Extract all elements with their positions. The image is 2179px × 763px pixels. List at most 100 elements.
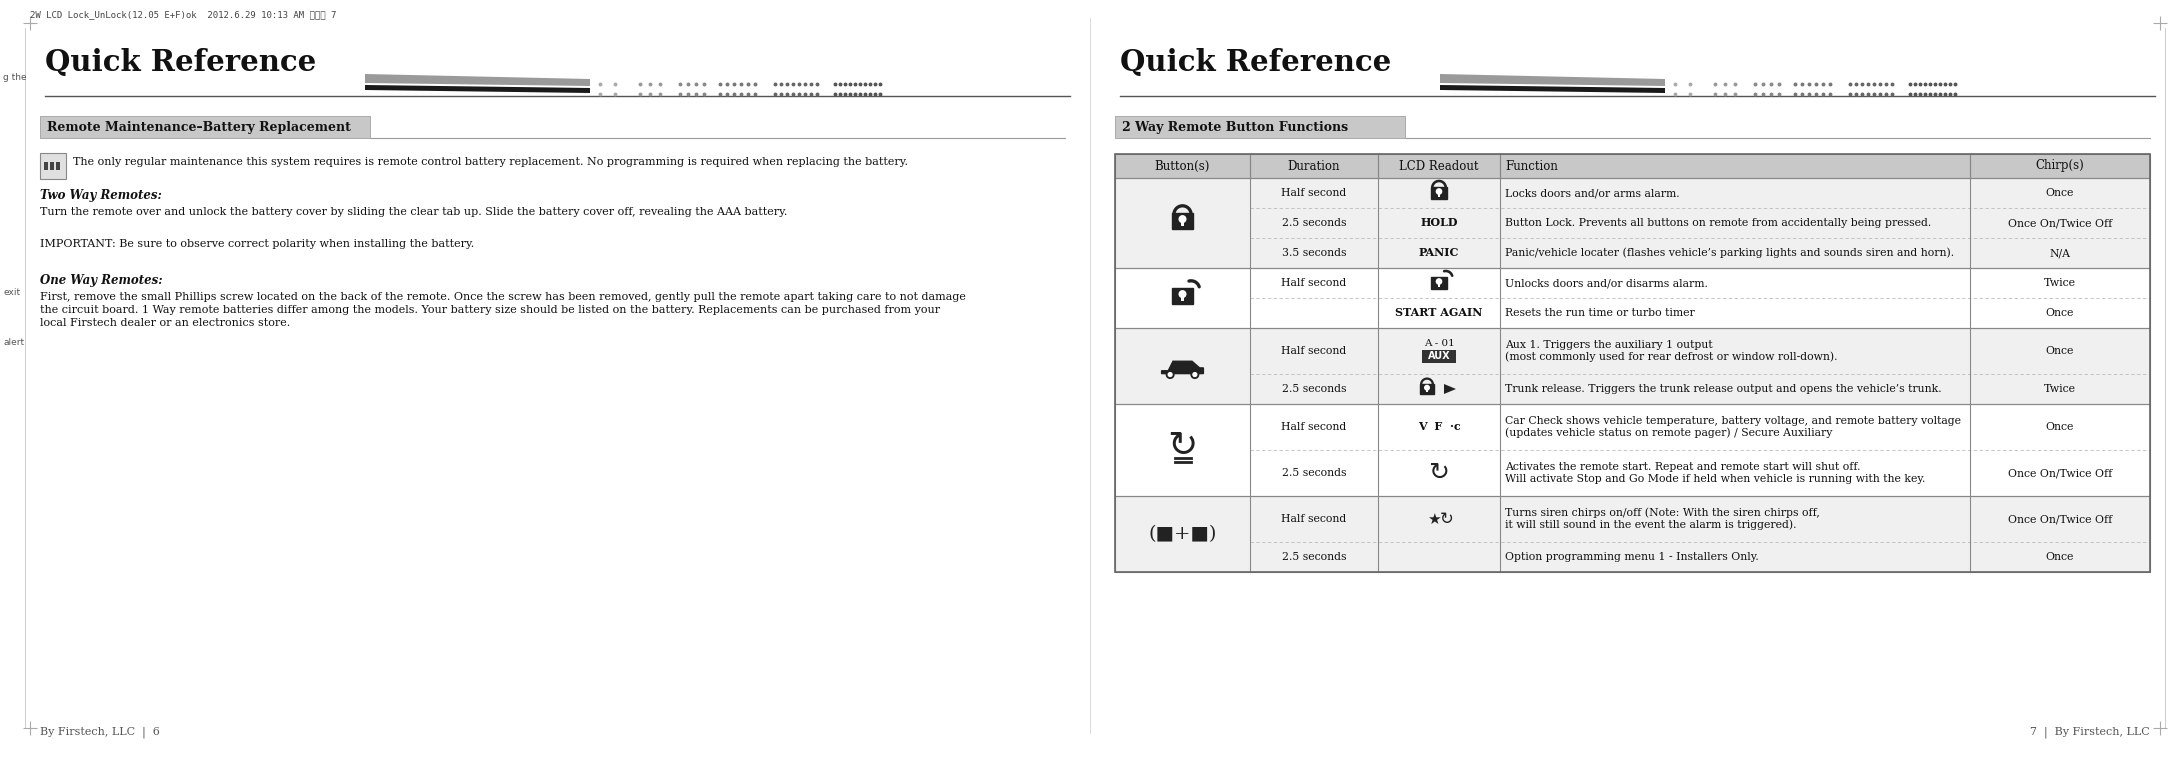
Text: Panic/vehicle locater (flashes vehicle’s parking lights and sounds siren and hor: Panic/vehicle locater (flashes vehicle’s… bbox=[1506, 248, 1955, 259]
Text: alert: alert bbox=[2, 338, 24, 347]
Text: g the: g the bbox=[2, 73, 26, 82]
Bar bbox=[1116, 404, 2151, 496]
Text: Button Lock. Prevents all buttons on remote from accidentally being pressed.: Button Lock. Prevents all buttons on rem… bbox=[1506, 218, 1931, 228]
Circle shape bbox=[1425, 385, 1429, 390]
Text: 3.5 seconds: 3.5 seconds bbox=[1281, 248, 1347, 258]
Bar bbox=[1116, 268, 2151, 328]
Text: Quick Reference: Quick Reference bbox=[46, 48, 316, 77]
Circle shape bbox=[1179, 291, 1185, 298]
Text: Will activate Stop and Go Mode if held when vehicle is running with the key.: Will activate Stop and Go Mode if held w… bbox=[1506, 474, 1926, 484]
Bar bbox=[1172, 288, 1192, 304]
Polygon shape bbox=[366, 85, 591, 93]
Bar bbox=[1116, 154, 2151, 178]
Bar bbox=[1181, 220, 1183, 226]
Text: Remote Maintenance–Battery Replacement: Remote Maintenance–Battery Replacement bbox=[48, 121, 351, 134]
Text: Turn the remote over and unlock the battery cover by sliding the clear tab up. S: Turn the remote over and unlock the batt… bbox=[39, 207, 787, 217]
Text: A - 01: A - 01 bbox=[1423, 340, 1453, 349]
Text: Once On/Twice Off: Once On/Twice Off bbox=[2007, 218, 2111, 228]
Text: HOLD: HOLD bbox=[1421, 217, 1458, 228]
Bar bbox=[1116, 496, 2151, 572]
Text: 2.5 seconds: 2.5 seconds bbox=[1281, 384, 1347, 394]
Text: Turns siren chirps on/off (Note: With the siren chirps off,: Turns siren chirps on/off (Note: With th… bbox=[1506, 507, 1819, 518]
Bar bbox=[1116, 178, 2151, 268]
Circle shape bbox=[1168, 372, 1172, 376]
Bar bbox=[1432, 277, 1447, 289]
Polygon shape bbox=[366, 74, 591, 86]
Text: (most commonly used for rear defrost or window roll-down).: (most commonly used for rear defrost or … bbox=[1506, 352, 1837, 362]
Text: Once: Once bbox=[2046, 422, 2074, 432]
Text: local Firstech dealer or an electronics store.: local Firstech dealer or an electronics … bbox=[39, 318, 290, 328]
Bar bbox=[1116, 154, 2151, 572]
Text: Function: Function bbox=[1506, 159, 1558, 172]
Text: 2 Way Remote Button Functions: 2 Way Remote Button Functions bbox=[1122, 121, 1349, 134]
Circle shape bbox=[1436, 189, 1442, 194]
Text: (■+■): (■+■) bbox=[1148, 525, 1216, 543]
Text: Car Check shows vehicle temperature, battery voltage, and remote battery voltage: Car Check shows vehicle temperature, bat… bbox=[1506, 416, 1961, 426]
Text: Option programming menu 1 - Installers Only.: Option programming menu 1 - Installers O… bbox=[1506, 552, 1758, 562]
Bar bbox=[1116, 328, 2151, 404]
Text: Duration: Duration bbox=[1288, 159, 1340, 172]
Text: Aux 1. Triggers the auxiliary 1 output: Aux 1. Triggers the auxiliary 1 output bbox=[1506, 340, 1713, 350]
Text: ↻: ↻ bbox=[1429, 461, 1449, 485]
Circle shape bbox=[1192, 371, 1198, 378]
Text: it will still sound in the event the alarm is triggered).: it will still sound in the event the ala… bbox=[1506, 520, 1795, 530]
Text: Once On/Twice Off: Once On/Twice Off bbox=[2007, 468, 2111, 478]
Text: AUX: AUX bbox=[1427, 351, 1451, 361]
Bar bbox=[1432, 187, 1447, 199]
Text: Once On/Twice Off: Once On/Twice Off bbox=[2007, 514, 2111, 524]
Text: 2.5 seconds: 2.5 seconds bbox=[1281, 468, 1347, 478]
Bar bbox=[1116, 404, 2151, 496]
Bar bbox=[1181, 295, 1183, 301]
Text: Two Way Remotes:: Two Way Remotes: bbox=[39, 189, 161, 202]
Bar bbox=[1116, 328, 2151, 404]
Text: Once: Once bbox=[2046, 552, 2074, 562]
Polygon shape bbox=[1445, 384, 1456, 394]
Text: Unlocks doors and/or disarms alarm.: Unlocks doors and/or disarms alarm. bbox=[1506, 278, 1708, 288]
Bar bbox=[1438, 192, 1440, 197]
Text: Half second: Half second bbox=[1281, 188, 1347, 198]
Bar bbox=[39, 116, 370, 138]
Text: Half second: Half second bbox=[1281, 422, 1347, 432]
Bar bbox=[1421, 384, 1434, 394]
Text: Once: Once bbox=[2046, 346, 2074, 356]
Bar bbox=[39, 153, 65, 179]
Text: Half second: Half second bbox=[1281, 514, 1347, 524]
Circle shape bbox=[1436, 278, 1442, 284]
Text: Button(s): Button(s) bbox=[1155, 159, 1209, 172]
Circle shape bbox=[1166, 371, 1174, 378]
Text: IMPORTANT: Be sure to observe correct polarity when installing the battery.: IMPORTANT: Be sure to observe correct po… bbox=[39, 239, 475, 249]
Text: LCD Readout: LCD Readout bbox=[1399, 159, 1480, 172]
Text: (updates vehicle status on remote pager) / Secure Auxiliary: (updates vehicle status on remote pager)… bbox=[1506, 428, 1833, 438]
Text: By Firstech, LLC  |  6: By Firstech, LLC | 6 bbox=[39, 726, 159, 738]
Text: Twice: Twice bbox=[2044, 384, 2077, 394]
Text: 2W LCD Lock_UnLock(12.05 E+F)ok  2012.6.29 10:13 AM 페이지 7: 2W LCD Lock_UnLock(12.05 E+F)ok 2012.6.2… bbox=[31, 10, 336, 19]
Bar bbox=[1438, 282, 1440, 287]
Text: Locks doors and/or arms alarm.: Locks doors and/or arms alarm. bbox=[1506, 188, 1680, 198]
Text: Half second: Half second bbox=[1281, 278, 1347, 288]
Bar bbox=[1116, 496, 2151, 572]
Text: Trunk release. Triggers the trunk release output and opens the vehicle’s trunk.: Trunk release. Triggers the trunk releas… bbox=[1506, 384, 1941, 394]
Text: First, remove the small Phillips screw located on the back of the remote. Once t: First, remove the small Phillips screw l… bbox=[39, 292, 965, 302]
Polygon shape bbox=[1161, 361, 1203, 374]
Text: exit: exit bbox=[2, 288, 20, 297]
Bar bbox=[1423, 349, 1456, 362]
Text: The only regular maintenance this system requires is remote control battery repl: The only regular maintenance this system… bbox=[74, 157, 909, 167]
Text: START AGAIN: START AGAIN bbox=[1395, 307, 1482, 318]
Text: 2.5 seconds: 2.5 seconds bbox=[1281, 552, 1347, 562]
Text: Once: Once bbox=[2046, 308, 2074, 318]
Text: ↻: ↻ bbox=[1440, 510, 1453, 528]
Bar bbox=[1116, 268, 2151, 328]
Text: 7  |  By Firstech, LLC: 7 | By Firstech, LLC bbox=[2031, 726, 2151, 738]
Text: Quick Reference: Quick Reference bbox=[1120, 48, 1390, 77]
Bar bbox=[44, 162, 48, 170]
Text: Activates the remote start. Repeat and remote start will shut off.: Activates the remote start. Repeat and r… bbox=[1506, 462, 1861, 472]
Polygon shape bbox=[1440, 85, 1665, 93]
Bar bbox=[57, 162, 61, 170]
Text: Once: Once bbox=[2046, 188, 2074, 198]
Text: the circuit board. 1 Way remote batteries differ among the models. Your battery : the circuit board. 1 Way remote batterie… bbox=[39, 305, 939, 315]
Text: Twice: Twice bbox=[2044, 278, 2077, 288]
Polygon shape bbox=[1440, 74, 1665, 86]
Text: Resets the run time or turbo timer: Resets the run time or turbo timer bbox=[1506, 308, 1695, 318]
Text: V  F  ·c: V F ·c bbox=[1419, 421, 1460, 433]
Text: ★: ★ bbox=[1427, 511, 1440, 526]
